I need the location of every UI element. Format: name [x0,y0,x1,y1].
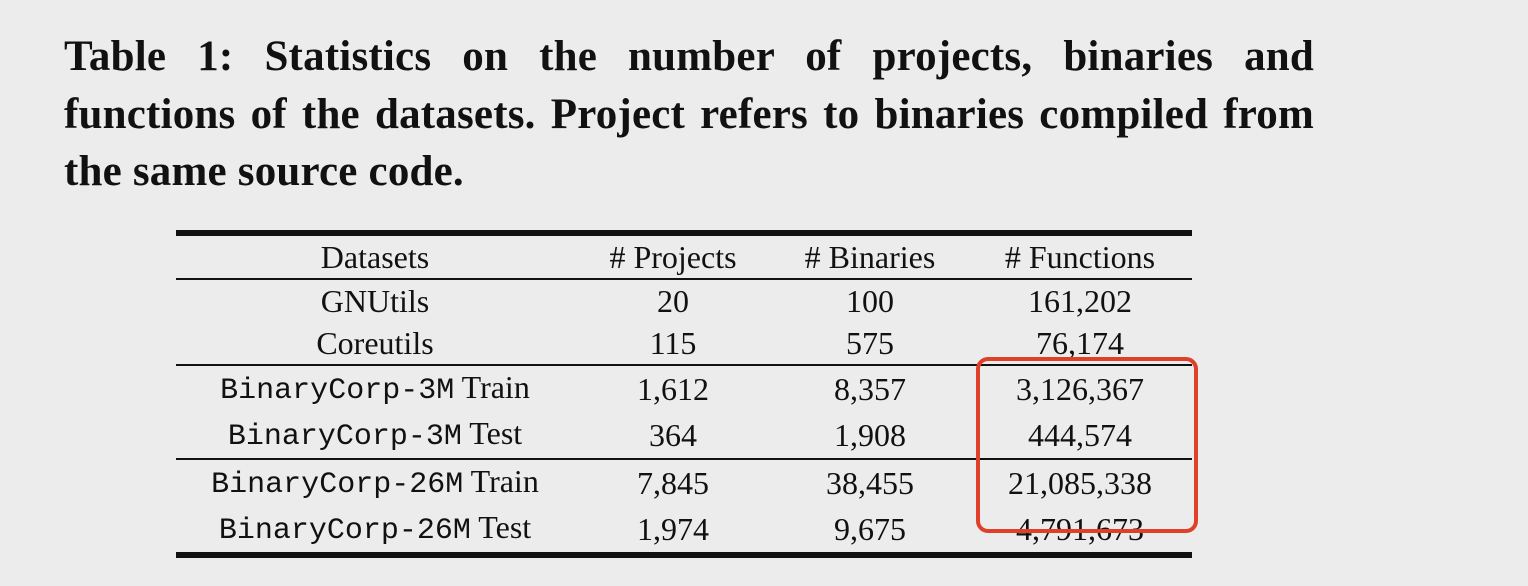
functions-count: 3,126,367 [968,364,1192,412]
header-projects: # Projects [609,239,737,275]
functions-count: 21,085,338 [968,458,1192,506]
dataset-name-mono: BinaryCorp-3M [227,420,462,454]
projects-count: 20 [657,283,689,319]
header-datasets: Datasets [320,239,430,275]
dataset-name: GNUtils [320,283,430,319]
binaries-count: 38,455 [772,458,968,506]
dataset-name: BinaryCorp-26M Train [176,458,574,506]
dataset-name: Coreutils [316,325,434,361]
projects-count: 1,612 [574,364,772,412]
binaries-count: 8,357 [772,364,968,412]
statistics-table-container: Datasets # Projects # Binaries # Functio… [176,230,1192,558]
table-header-row: Datasets # Projects # Binaries # Functio… [176,233,1192,279]
header-functions: # Functions [1004,239,1156,275]
dataset-name-suffix: Test [470,509,532,545]
table-row: GNUtils 20 100 161,202 [176,279,1192,322]
dataset-name: BinaryCorp-26M Test [176,506,574,558]
projects-count: 7,845 [574,458,772,506]
binaries-count: 100 [846,283,894,319]
dataset-name: BinaryCorp-3M Test [176,412,574,459]
dataset-name-suffix: Test [461,415,523,451]
header-binaries: # Binaries [804,239,936,275]
table-row: BinaryCorp-3M Test 364 1,908 444,574 [176,412,1192,459]
dataset-name-suffix: Train [463,463,539,499]
table-row: Coreutils 115 575 76,174 [176,322,1192,365]
functions-count: 4,791,673 [968,506,1192,558]
group-binarycorp-26m: BinaryCorp-26M Train 7,845 38,455 21,085… [176,458,1192,558]
projects-count: 115 [649,325,697,361]
dataset-name-mono: BinaryCorp-26M [211,468,464,502]
group-gnu: GNUtils 20 100 161,202 Coreutils 115 575… [176,279,1192,365]
dataset-name-mono: BinaryCorp-3M [220,374,455,408]
binaries-count: 1,908 [834,417,906,453]
table-row: BinaryCorp-26M Test 1,974 9,675 4,791,67… [176,506,1192,558]
projects-count: 364 [649,417,697,453]
dataset-name-suffix: Train [454,369,530,405]
binaries-count: 9,675 [772,506,968,558]
dataset-name: BinaryCorp-3M Train [176,364,574,412]
statistics-table: Datasets # Projects # Binaries # Functio… [176,230,1192,558]
projects-count: 1,974 [574,506,772,558]
dataset-name-mono: BinaryCorp-26M [218,514,471,548]
table-caption: Table 1: Statistics on the number of pro… [64,33,1314,195]
functions-count: 161,202 [1028,283,1132,319]
binaries-count: 575 [846,325,894,361]
table-row: BinaryCorp-3M Train 1,612 8,357 3,126,36… [176,364,1192,412]
table-row: BinaryCorp-26M Train 7,845 38,455 21,085… [176,458,1192,506]
functions-count: 444,574 [1028,417,1132,453]
group-binarycorp-3m: BinaryCorp-3M Train 1,612 8,357 3,126,36… [176,364,1192,459]
functions-count: 76,174 [1036,325,1124,361]
